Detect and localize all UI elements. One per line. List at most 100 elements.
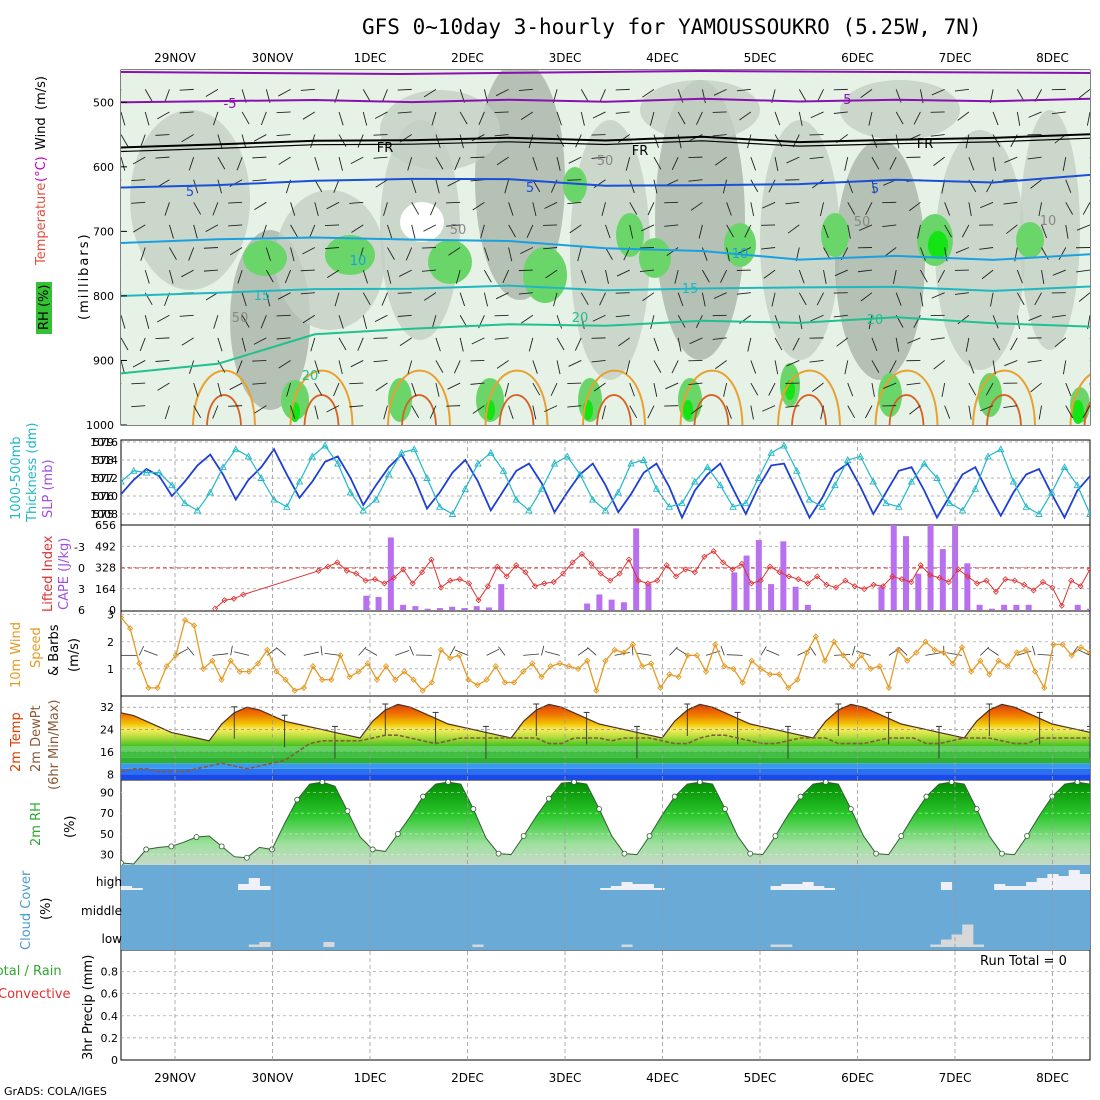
cloud-high-bar	[1047, 874, 1059, 890]
cloud-high-bar	[1036, 878, 1048, 890]
wind-barb	[144, 89, 153, 102]
wind-barb	[483, 269, 492, 283]
contour-label: FR	[917, 137, 934, 152]
thickness-point	[410, 445, 419, 453]
wind-ylabel-1: 10m Wind	[9, 622, 24, 688]
wind-barb	[290, 224, 298, 238]
wind-speed-point	[401, 668, 408, 675]
wind-barb	[871, 156, 880, 170]
boundary-layer-contour	[206, 394, 242, 425]
wind-barb	[968, 202, 972, 217]
wind-barb	[629, 382, 635, 397]
date-label-bottom: 4DEC	[646, 1071, 679, 1085]
thickness-series-line	[121, 444, 1090, 515]
wind-barb	[712, 134, 727, 137]
wind-barb	[720, 269, 728, 283]
li-tick-label: 0	[78, 562, 85, 575]
wind-barb	[1065, 382, 1072, 397]
wind-barb	[944, 247, 948, 262]
li-point	[654, 577, 661, 584]
wind-barb	[931, 292, 945, 299]
wind-barb	[726, 405, 732, 419]
wind-barb	[430, 202, 437, 216]
wind-barb	[310, 337, 316, 352]
wind-barb	[616, 269, 630, 277]
li-point	[315, 567, 322, 574]
wind-barb	[350, 156, 364, 165]
wind-speed-point	[227, 657, 234, 664]
li-point	[804, 580, 811, 587]
rh-legend-label: RH (%)	[37, 285, 52, 330]
wind-barb	[532, 382, 541, 396]
wind-barb	[431, 111, 437, 126]
surface-wind-barb	[523, 653, 540, 656]
wind-barb	[677, 111, 686, 125]
cape-bar	[473, 606, 480, 610]
wind-barb	[883, 382, 897, 389]
cape-bar	[1013, 604, 1020, 610]
rh-point	[797, 793, 804, 800]
slp-tick-label: 1016	[90, 436, 118, 449]
date-label-top: 5DEC	[744, 51, 777, 65]
surface-wind-barb	[1031, 645, 1036, 656]
wind-barb	[508, 202, 514, 216]
temp-tick-label: 24	[100, 724, 114, 737]
date-label-bottom: 7DEC	[939, 1071, 972, 1085]
rh-bright-shade	[928, 231, 948, 259]
wind-speed-point	[712, 641, 719, 648]
thickness-point	[907, 477, 916, 485]
wind-barb	[521, 314, 534, 324]
wind-speed-point	[931, 646, 938, 654]
wind-barb	[726, 247, 730, 262]
cape-bar	[890, 525, 897, 610]
cape-bar	[988, 608, 995, 610]
wind-speed-point	[629, 641, 637, 648]
wind-barb	[139, 337, 146, 352]
rh-line	[121, 781, 1090, 865]
wind-barb	[992, 315, 999, 329]
wind-barb	[399, 269, 412, 277]
wind-barb	[454, 156, 461, 171]
contour-label: 15	[254, 289, 271, 304]
wind-barb	[411, 405, 420, 419]
wind-barb	[553, 292, 558, 307]
cape-tick-label: 0	[109, 604, 116, 617]
wind-barb	[750, 382, 759, 396]
wind-speed-point	[236, 668, 243, 675]
wind-barb	[944, 405, 951, 419]
wind-barb	[179, 111, 194, 114]
rh-ylabel-2: (%)	[63, 816, 78, 839]
wind-barb	[532, 360, 538, 374]
wind-barb	[455, 269, 461, 284]
cape-bar	[461, 608, 468, 610]
li-point	[1068, 577, 1075, 584]
cape-bar	[927, 525, 934, 610]
thickness-point	[525, 506, 533, 514]
wind-barb	[362, 292, 371, 306]
wind-barb	[913, 111, 921, 125]
li-point	[748, 580, 755, 587]
precip-tick-label: 0.6	[101, 988, 119, 1001]
li-point	[974, 580, 981, 587]
surface-wind-barb	[898, 646, 908, 656]
li-point	[710, 548, 717, 555]
cloud-low-bar	[930, 944, 942, 947]
li-point	[607, 577, 614, 584]
thickness-point	[346, 488, 355, 496]
rh-bright-shade	[683, 400, 693, 420]
cloud-low-bar	[248, 944, 260, 947]
wind-barb	[300, 292, 315, 295]
wind-barb	[761, 247, 776, 250]
wind-barb	[121, 337, 129, 351]
wind-barb	[556, 360, 561, 375]
wind-barb	[908, 201, 921, 212]
cloud-high-bar	[1026, 882, 1038, 890]
cape-bar	[596, 594, 603, 610]
li-point	[1011, 577, 1018, 584]
wind-speed-point	[410, 676, 417, 683]
wind-barb	[164, 89, 170, 103]
wind-barb	[518, 269, 533, 272]
wind-barb	[131, 201, 146, 204]
wind-barb	[567, 179, 582, 181]
wind-barb	[820, 405, 824, 420]
